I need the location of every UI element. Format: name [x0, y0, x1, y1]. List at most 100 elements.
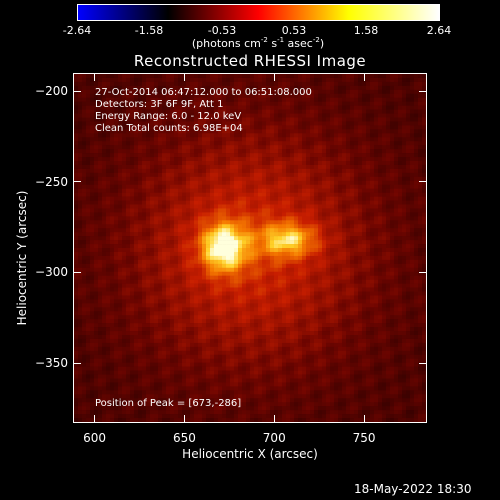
heatmap-cell [86, 184, 91, 189]
heatmap-cell [198, 74, 203, 79]
heatmap-cell [218, 180, 223, 186]
heatmap-cell [258, 145, 263, 150]
heatmap-cell [306, 101, 311, 106]
colorbar [77, 4, 440, 21]
heatmap-cell [166, 133, 171, 138]
heatmap-cell [270, 77, 275, 83]
heatmap-cell [78, 149, 83, 154]
heatmap-cell [170, 228, 175, 233]
heatmap-cell [122, 236, 127, 241]
heatmap-cell [262, 228, 267, 233]
heatmap-cell [322, 291, 327, 296]
heatmap-cell [178, 291, 183, 296]
heatmap-cell [254, 168, 259, 174]
heatmap-cell [234, 74, 239, 79]
heatmap-cell [382, 137, 387, 142]
heatmap-cell [178, 109, 183, 114]
heatmap-cell [394, 255, 399, 261]
heatmap-cell [358, 153, 363, 158]
heatmap-cell [414, 141, 419, 146]
heatmap-cell [98, 121, 103, 126]
heatmap-cell [78, 180, 83, 186]
heatmap-cell [402, 81, 407, 87]
heatmap-cell [214, 295, 219, 300]
heatmap-cell [190, 184, 195, 189]
heatmap-cell [366, 180, 371, 186]
heatmap-cell [322, 161, 327, 166]
heatmap-cell [422, 184, 426, 189]
heatmap-cell [358, 97, 363, 102]
heatmap-cell [354, 117, 359, 122]
heatmap-cell [418, 145, 423, 150]
heatmap-cell [182, 137, 187, 142]
heatmap-cell [162, 89, 167, 95]
heatmap-cell [74, 157, 79, 162]
heatmap-cell [210, 208, 215, 213]
heatmap-cell [310, 267, 315, 273]
heatmap-cell [286, 220, 291, 225]
heatmap-cell [334, 240, 339, 245]
heatmap-cell [146, 85, 151, 91]
heatmap-cell [334, 220, 339, 225]
heatmap-cell [406, 137, 411, 142]
heatmap-cell [422, 81, 426, 87]
heatmap-cell [126, 259, 131, 265]
heatmap-cell [338, 172, 343, 178]
heatmap-cell [138, 192, 143, 197]
heatmap-cell [150, 149, 155, 154]
heatmap-cell [258, 180, 263, 186]
heatmap-cell [146, 188, 151, 193]
heatmap-cell [206, 228, 211, 233]
heatmap-cell [242, 93, 247, 99]
heatmap-cell [318, 113, 323, 118]
heatmap-cell [150, 172, 155, 178]
heatmap-cell [394, 153, 399, 158]
heatmap-cell [214, 228, 219, 233]
heatmap-cell [418, 89, 423, 95]
heatmap-cell [174, 240, 179, 245]
heatmap-cell [146, 279, 151, 284]
heatmap-cell [270, 105, 275, 110]
heatmap-cell [302, 184, 307, 189]
heatmap-cell [274, 259, 279, 265]
heatmap-cell [410, 109, 415, 114]
heatmap-cell [202, 137, 207, 142]
heatmap-cell [110, 236, 115, 241]
heatmap-cell [378, 168, 383, 174]
heatmap-cell [298, 240, 303, 245]
heatmap-cell [126, 224, 131, 229]
heatmap-cell [278, 216, 283, 221]
heatmap-cell [302, 74, 307, 79]
heatmap-cell [414, 97, 419, 102]
heatmap-cell [246, 224, 251, 229]
heatmap-cell [342, 172, 347, 178]
heatmap-cell [194, 251, 199, 257]
heatmap-cell [106, 125, 111, 130]
heatmap-cell [134, 145, 139, 150]
heatmap-cell [358, 105, 363, 110]
heatmap-cell [230, 283, 235, 288]
heatmap-cell [350, 244, 355, 249]
heatmap-cell [142, 275, 147, 280]
heatmap-cell [246, 180, 251, 186]
heatmap-cell [402, 89, 407, 95]
heatmap-cell [330, 141, 335, 146]
heatmap-cell [322, 117, 327, 122]
heatmap-cell [422, 141, 426, 146]
heatmap-cell [222, 244, 227, 249]
heatmap-cell [418, 113, 423, 118]
heatmap-cell [394, 133, 399, 138]
heatmap-cell [194, 204, 199, 209]
heatmap-cell [98, 137, 103, 142]
heatmap-cell [166, 275, 171, 280]
heatmap-cell [218, 93, 223, 99]
heatmap-cell [250, 125, 255, 130]
heatmap-cell [338, 259, 343, 265]
heatmap-cell [382, 200, 387, 205]
heatmap-cell [294, 133, 299, 138]
heatmap-cell [358, 196, 363, 201]
heatmap-cell [82, 149, 87, 154]
heatmap-cell [74, 121, 79, 126]
heatmap-cell [266, 184, 271, 189]
heatmap-cell [170, 224, 175, 229]
